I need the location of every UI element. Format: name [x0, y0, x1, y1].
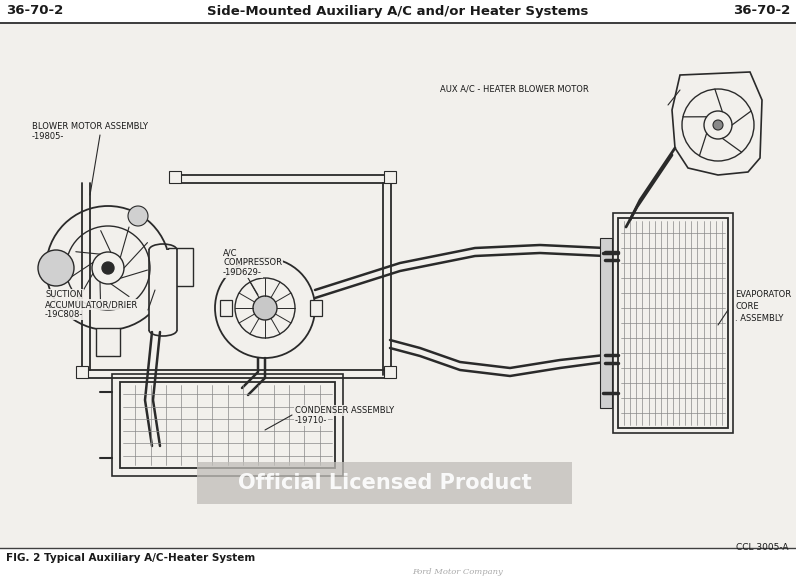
Bar — [96, 328, 120, 356]
Text: CONDENSER ASSEMBLY: CONDENSER ASSEMBLY — [295, 406, 394, 415]
Bar — [618, 218, 728, 428]
Text: Side-Mounted Auxiliary A/C and/or Heater Systems: Side-Mounted Auxiliary A/C and/or Heater… — [207, 5, 589, 17]
Text: A/C: A/C — [223, 248, 237, 257]
Bar — [197, 462, 572, 504]
Text: SUCTION: SUCTION — [45, 290, 83, 299]
Bar — [613, 213, 733, 433]
Text: Ford Motor Company: Ford Motor Company — [412, 568, 503, 576]
Circle shape — [46, 206, 170, 330]
Circle shape — [713, 120, 723, 130]
Text: -19710-: -19710- — [295, 416, 327, 425]
Bar — [149, 250, 177, 330]
Text: -19C808-: -19C808- — [45, 310, 84, 319]
Text: ACCUMULATOR/DRIER: ACCUMULATOR/DRIER — [45, 300, 139, 309]
Text: 36-70-2: 36-70-2 — [733, 5, 790, 17]
Circle shape — [253, 296, 277, 320]
Bar — [384, 171, 396, 183]
Text: 36-70-2: 36-70-2 — [6, 5, 63, 17]
Text: BLOWER MOTOR ASSEMBLY: BLOWER MOTOR ASSEMBLY — [32, 122, 148, 131]
Bar — [76, 366, 88, 378]
Circle shape — [235, 278, 295, 338]
Text: -19D629-: -19D629- — [223, 268, 262, 277]
Bar — [112, 374, 343, 476]
Text: CCL 3005-A: CCL 3005-A — [736, 543, 788, 552]
Bar — [384, 366, 396, 378]
Text: . ASSEMBLY: . ASSEMBLY — [735, 314, 783, 323]
Text: COMPRESSOR: COMPRESSOR — [223, 258, 282, 267]
Text: FIG. 2 Typical Auxiliary A/C-Heater System: FIG. 2 Typical Auxiliary A/C-Heater Syst… — [6, 553, 256, 563]
Bar — [0, 22, 796, 24]
Polygon shape — [672, 72, 762, 175]
Bar — [0, 0, 796, 22]
Bar — [169, 171, 181, 183]
Text: EVAPORATOR: EVAPORATOR — [735, 290, 791, 299]
Text: -19805-: -19805- — [32, 132, 64, 141]
Text: Official Licensed Product: Official Licensed Product — [238, 473, 532, 493]
Bar — [220, 300, 232, 316]
Text: CORE: CORE — [735, 302, 759, 311]
Circle shape — [215, 258, 315, 358]
Bar — [168, 248, 193, 286]
Text: AUX A/C - HEATER BLOWER MOTOR: AUX A/C - HEATER BLOWER MOTOR — [440, 85, 589, 94]
Bar — [310, 300, 322, 316]
Bar — [600, 238, 612, 408]
Circle shape — [38, 250, 74, 286]
Bar — [120, 382, 335, 468]
Circle shape — [102, 262, 114, 274]
Circle shape — [128, 206, 148, 226]
Bar — [0, 548, 796, 582]
